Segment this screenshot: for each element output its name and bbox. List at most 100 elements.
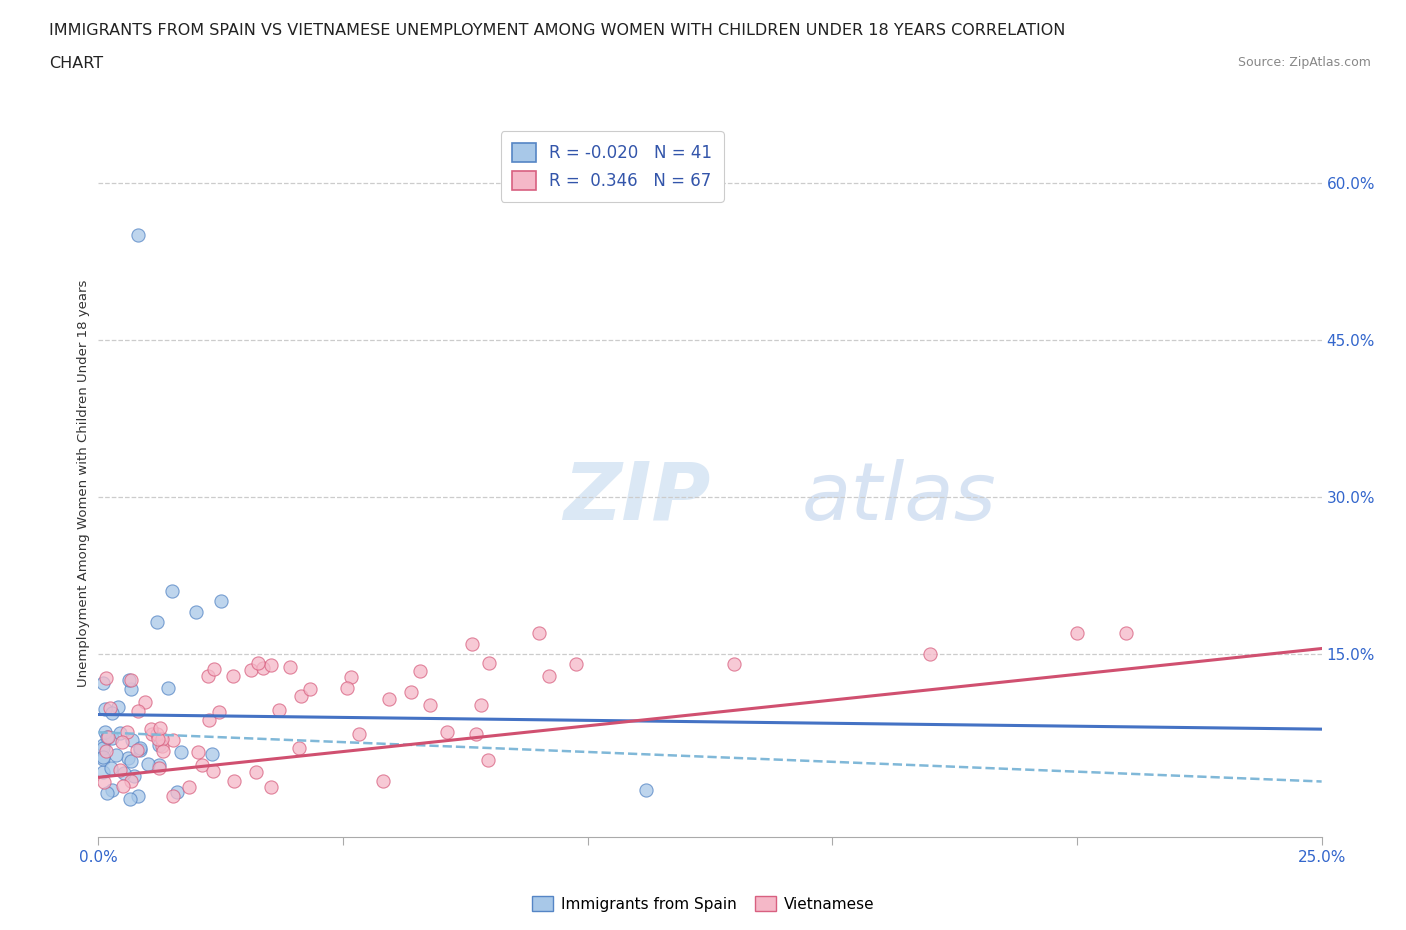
Point (117, 751, 139, 765)
Point (160, 583, 183, 598)
Point (120, 673, 142, 688)
Point (246, 656, 269, 671)
Point (565, 657, 588, 671)
Point (920, 646, 942, 661)
Point (127, 228, 149, 243)
Point (101, 783, 124, 798)
Point (538, 669, 561, 684)
Text: Source: ZipAtlas.com: Source: ZipAtlas.com (1237, 56, 1371, 69)
Point (201, 746, 224, 761)
Point (723, 657, 745, 671)
Point (98, 700, 121, 715)
Point (129, 743, 152, 758)
Point (91, 751, 114, 766)
Point (121, 733, 143, 748)
Point (148, 732, 170, 747)
Point (470, 698, 492, 712)
Point (222, 773, 245, 788)
Point (120, 753, 142, 768)
Point (93, 775, 115, 790)
Point (91, 765, 114, 780)
Point (97, 730, 120, 745)
Point (120, 773, 142, 788)
Point (127, 789, 149, 804)
Point (149, 721, 172, 736)
Point (290, 688, 312, 703)
Point (101, 731, 124, 746)
Point (208, 705, 231, 720)
Point (146, 615, 169, 630)
Point (336, 681, 359, 696)
Text: CHART: CHART (49, 56, 103, 71)
Point (94, 701, 117, 716)
Point (166, 785, 188, 800)
Point (94, 671, 117, 685)
Point (96, 729, 118, 744)
Point (148, 760, 170, 775)
Point (150, 738, 173, 753)
Point (409, 664, 432, 679)
Point (197, 669, 219, 684)
Point (177, 779, 200, 794)
Point (371, 774, 394, 789)
Point (125, 743, 148, 758)
Point (252, 661, 274, 676)
Point (94, 744, 117, 759)
Point (198, 713, 221, 728)
Point (120, 682, 142, 697)
Point (91, 675, 114, 690)
Point (146, 726, 169, 741)
Point (298, 682, 321, 697)
Point (112, 778, 135, 793)
Point (148, 757, 170, 772)
Point (134, 695, 156, 710)
Point (96, 786, 118, 801)
Point (209, 594, 232, 609)
Point (107, 699, 129, 714)
Point (204, 662, 226, 677)
Point (260, 658, 283, 673)
Point (118, 791, 141, 806)
Point (465, 726, 488, 741)
Point (191, 757, 214, 772)
Point (112, 765, 135, 780)
Point (347, 726, 370, 741)
Legend: Immigrants from Spain, Vietnamese: Immigrants from Spain, Vietnamese (526, 889, 880, 918)
Point (245, 764, 267, 779)
Point (162, 789, 184, 804)
Point (91, 749, 114, 764)
Point (222, 669, 245, 684)
Point (1115, 625, 1137, 640)
Point (460, 637, 482, 652)
Text: IMMIGRANTS FROM SPAIN VS VIETNAMESE UNEMPLOYMENT AMONG WOMEN WITH CHILDREN UNDER: IMMIGRANTS FROM SPAIN VS VIETNAMESE UNEM… (49, 23, 1066, 38)
Text: ZIP: ZIP (564, 458, 710, 537)
Point (115, 724, 138, 739)
Point (278, 659, 301, 674)
Point (118, 672, 141, 687)
Point (527, 625, 550, 640)
Point (169, 744, 191, 759)
Point (378, 691, 401, 706)
Point (186, 604, 208, 619)
Point (150, 732, 173, 747)
Point (477, 752, 499, 767)
Point (340, 670, 363, 684)
Y-axis label: Unemployment Among Women with Children Under 18 years: Unemployment Among Women with Children U… (77, 280, 90, 687)
Legend: R = -0.020   N = 41, R =  0.346   N = 67: R = -0.020 N = 41, R = 0.346 N = 67 (501, 131, 724, 202)
Point (288, 741, 311, 756)
Point (162, 733, 184, 748)
Point (91, 737, 114, 752)
Point (128, 741, 150, 756)
Point (478, 656, 501, 671)
Point (436, 724, 458, 739)
Point (636, 782, 658, 797)
Point (148, 737, 170, 752)
Point (136, 756, 159, 771)
Point (267, 703, 290, 718)
Point (111, 735, 134, 750)
Text: atlas: atlas (801, 458, 997, 537)
Point (260, 779, 283, 794)
Point (1066, 625, 1088, 640)
Point (91, 740, 114, 755)
Point (201, 764, 224, 778)
